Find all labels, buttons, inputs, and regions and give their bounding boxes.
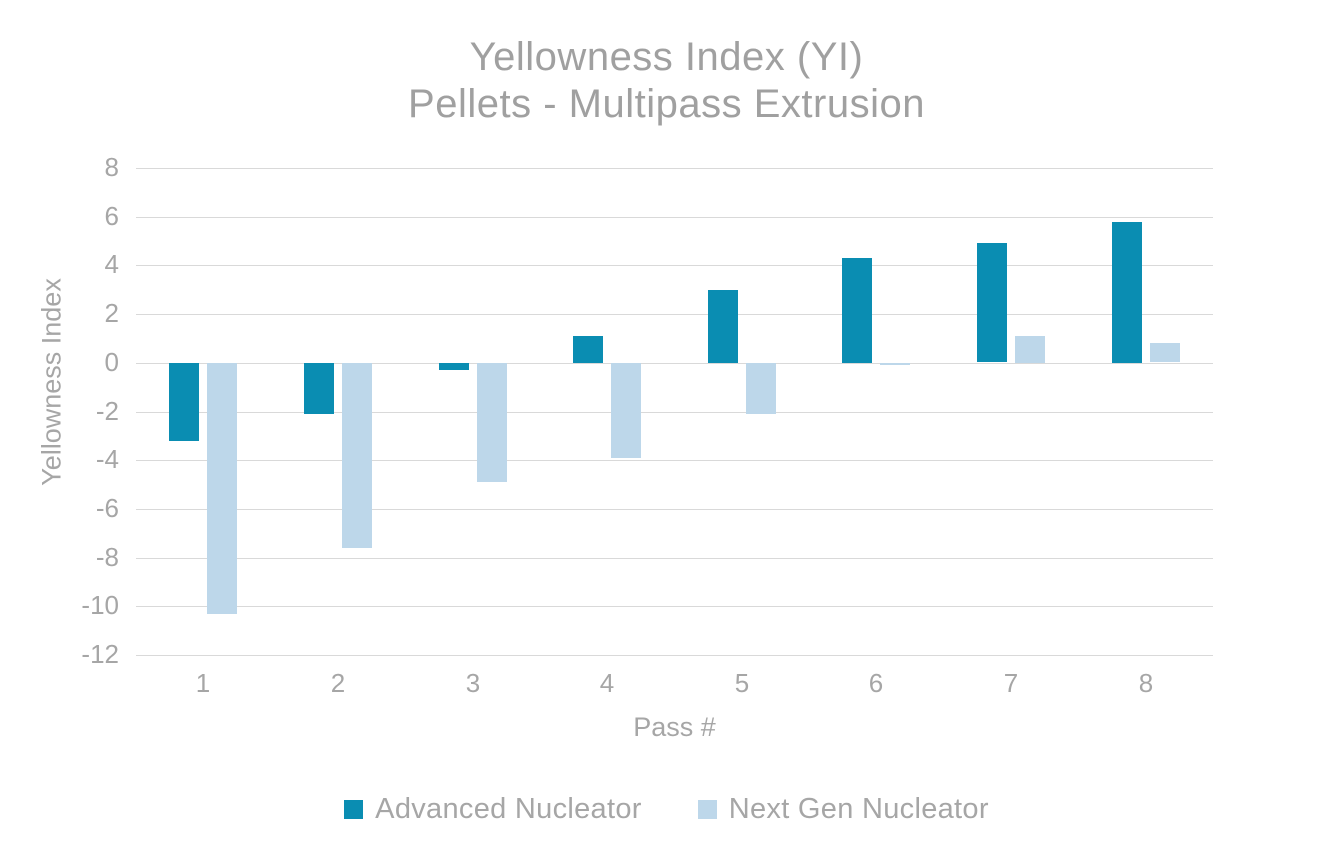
bar-advanced-nucleator-pass-7 bbox=[977, 243, 1007, 362]
gridline-y--12 bbox=[136, 655, 1213, 656]
y-tick-label-2: 2 bbox=[104, 298, 119, 328]
bar-advanced-nucleator-pass-2 bbox=[304, 363, 334, 414]
chart-title-line1: Yellowness Index (YI) bbox=[469, 35, 864, 79]
bar-advanced-nucleator-pass-4 bbox=[573, 336, 603, 363]
y-tick-label-4: 4 bbox=[104, 249, 119, 279]
bar-next-gen-nucleator-pass-2 bbox=[342, 363, 372, 548]
bar-advanced-nucleator-pass-5 bbox=[708, 290, 738, 363]
x-tick-label-5: 5 bbox=[734, 668, 750, 698]
x-axis-title: Pass # bbox=[633, 712, 716, 742]
chart-title: Yellowness Index (YI) Pellets - Multipas… bbox=[0, 34, 1333, 128]
legend-label-advanced-nucleator: Advanced Nucleator bbox=[375, 793, 642, 825]
bar-advanced-nucleator-pass-8 bbox=[1112, 222, 1142, 363]
gridline-y-0 bbox=[136, 363, 1213, 364]
gridline-y-8 bbox=[136, 168, 1213, 169]
x-tick-label-1: 1 bbox=[195, 668, 211, 698]
legend-swatch-next-gen-nucleator bbox=[697, 800, 717, 819]
gridline-y--8 bbox=[136, 558, 1213, 559]
y-tick-label--4: -4 bbox=[95, 444, 119, 474]
y-axis-title: Yellowness Index bbox=[36, 278, 67, 486]
x-tick-label-2: 2 bbox=[330, 668, 346, 698]
bar-next-gen-nucleator-pass-4 bbox=[611, 363, 641, 458]
gridline-y--2 bbox=[136, 412, 1213, 413]
bar-next-gen-nucleator-pass-5 bbox=[746, 363, 776, 414]
y-tick-label-6: 6 bbox=[104, 201, 119, 231]
gridline-y--10 bbox=[136, 606, 1213, 607]
bar-next-gen-nucleator-pass-1 bbox=[207, 363, 237, 614]
legend-item-next-gen-nucleator: Next Gen Nucleator bbox=[697, 793, 989, 826]
y-tick-label--2: -2 bbox=[95, 396, 119, 426]
bar-next-gen-nucleator-pass-3 bbox=[477, 363, 507, 482]
y-tick-label--6: -6 bbox=[95, 493, 119, 523]
legend-item-advanced-nucleator: Advanced Nucleator bbox=[344, 793, 642, 826]
bar-advanced-nucleator-pass-1 bbox=[169, 363, 199, 441]
gridline-y--6 bbox=[136, 509, 1213, 510]
x-tick-label-4: 4 bbox=[599, 668, 615, 698]
y-tick-label-8: 8 bbox=[104, 152, 119, 182]
chart-title-line2: Pellets - Multipass Extrusion bbox=[408, 82, 925, 126]
gridline-y--4 bbox=[136, 460, 1213, 461]
x-tick-label-8: 8 bbox=[1138, 668, 1154, 698]
x-tick-label-3: 3 bbox=[465, 668, 481, 698]
bar-next-gen-nucleator-pass-8 bbox=[1150, 343, 1180, 362]
gridline-y-6 bbox=[136, 217, 1213, 218]
bar-next-gen-nucleator-pass-7 bbox=[1015, 336, 1045, 363]
legend-label-next-gen-nucleator: Next Gen Nucleator bbox=[728, 793, 989, 825]
x-tick-label-7: 7 bbox=[1003, 668, 1019, 698]
y-tick-label--8: -8 bbox=[95, 542, 119, 572]
gridline-y-4 bbox=[136, 265, 1213, 266]
y-tick-label--10: -10 bbox=[81, 590, 119, 620]
bar-advanced-nucleator-pass-6 bbox=[842, 258, 872, 363]
gridline-y-2 bbox=[136, 314, 1213, 315]
bar-advanced-nucleator-pass-3 bbox=[439, 363, 469, 370]
x-tick-label-6: 6 bbox=[868, 668, 884, 698]
legend: Advanced Nucleator Next Gen Nucleator bbox=[0, 793, 1333, 826]
legend-swatch-advanced-nucleator bbox=[344, 800, 364, 819]
y-tick-label--12: -12 bbox=[81, 639, 119, 669]
y-tick-label-0: 0 bbox=[104, 347, 119, 377]
bar-next-gen-nucleator-pass-6 bbox=[880, 363, 910, 365]
